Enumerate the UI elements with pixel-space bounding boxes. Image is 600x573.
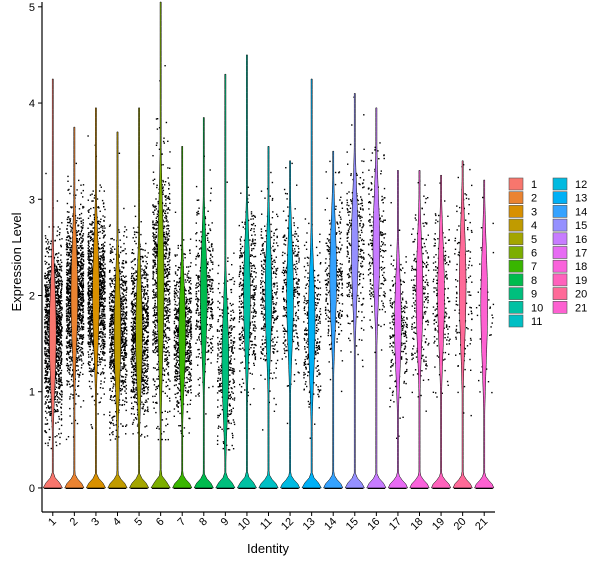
x-tick-label: 18	[408, 516, 425, 533]
legend-swatch	[553, 233, 567, 245]
legend-label: 12	[575, 179, 587, 191]
legend-swatch	[553, 178, 567, 190]
violin-13	[302, 79, 321, 488]
y-tick-label: 4	[29, 98, 35, 110]
violin-21	[475, 180, 494, 488]
x-axis-label: Identity	[247, 541, 289, 556]
legend-swatch	[509, 301, 523, 313]
violin-8	[194, 117, 213, 487]
x-tick-label: 4	[111, 516, 124, 529]
legend-swatch	[509, 178, 523, 190]
legend-label: 1	[531, 179, 537, 191]
violin-19	[431, 175, 450, 488]
legend-swatch	[553, 301, 567, 313]
x-tick-label: 14	[322, 516, 339, 533]
x-tick-label: 5	[132, 516, 145, 529]
x-tick-label: 8	[197, 516, 210, 529]
legend-label: 6	[531, 248, 537, 260]
legend-swatch	[509, 247, 523, 259]
legend-swatch	[553, 219, 567, 231]
legend-label: 14	[575, 206, 587, 218]
legend-swatch	[509, 205, 523, 217]
y-tick-label: 0	[29, 483, 35, 495]
violin-12	[280, 161, 299, 488]
legend-label: 2	[531, 193, 537, 205]
legend-swatch	[509, 219, 523, 231]
legend-label: 13	[575, 193, 587, 205]
legend-label: 21	[575, 302, 587, 314]
y-tick-label: 5	[29, 2, 35, 14]
violin-20	[453, 161, 472, 488]
x-tick-label: 2	[68, 516, 81, 529]
legend-swatch	[553, 274, 567, 286]
x-tick-label: 6	[154, 516, 167, 529]
violin-15	[345, 93, 364, 488]
x-tick-label: 1	[46, 516, 59, 529]
legend-swatch	[509, 192, 523, 204]
legend-label: 19	[575, 275, 587, 287]
x-tick-label: 3	[89, 516, 102, 529]
legend-label: 5	[531, 234, 537, 246]
legend-label: 15	[575, 220, 587, 232]
legend-label: 20	[575, 289, 587, 301]
x-tick-label: 9	[219, 516, 232, 529]
legend-label: 18	[575, 261, 587, 273]
legend-label: 16	[575, 234, 587, 246]
legend-swatch	[553, 288, 567, 300]
legend-swatch	[509, 315, 523, 327]
violin-11	[259, 146, 278, 488]
violin-16	[367, 108, 386, 488]
legend-swatch	[553, 205, 567, 217]
legend-swatch	[509, 233, 523, 245]
legend-label: 11	[531, 316, 542, 328]
legend-label: 3	[531, 206, 537, 218]
legend-swatch	[509, 288, 523, 300]
legend-label: 7	[531, 261, 537, 273]
x-tick-label: 12	[279, 516, 296, 533]
legend-label: 17	[575, 248, 587, 260]
y-tick-label: 3	[29, 194, 35, 206]
x-tick-label: 10	[236, 516, 253, 533]
x-tick-label: 19	[430, 516, 447, 533]
y-axis-label: Expression Level	[9, 212, 24, 311]
violin-18	[410, 170, 429, 488]
x-tick-label: 11	[258, 516, 275, 533]
legend-swatch	[553, 192, 567, 204]
x-tick-label: 7	[176, 516, 189, 529]
y-tick-label: 1	[29, 387, 35, 399]
legend-label: 8	[531, 275, 537, 287]
legend-swatch	[509, 260, 523, 272]
x-tick-label: 17	[387, 516, 404, 533]
y-tick-label: 2	[29, 290, 35, 302]
x-tick-label: 20	[452, 516, 469, 533]
legend-label: 10	[531, 302, 543, 314]
x-tick-label: 21	[473, 516, 490, 533]
x-tick-label: 16	[365, 516, 382, 533]
legend-swatch	[509, 274, 523, 286]
violin-17	[388, 170, 407, 488]
legend-swatch	[553, 260, 567, 272]
x-tick-label: 15	[344, 516, 361, 533]
legend-label: 9	[531, 289, 537, 301]
legend-swatch	[553, 247, 567, 259]
legend-label: 4	[531, 220, 537, 232]
x-tick-label: 13	[301, 516, 318, 533]
